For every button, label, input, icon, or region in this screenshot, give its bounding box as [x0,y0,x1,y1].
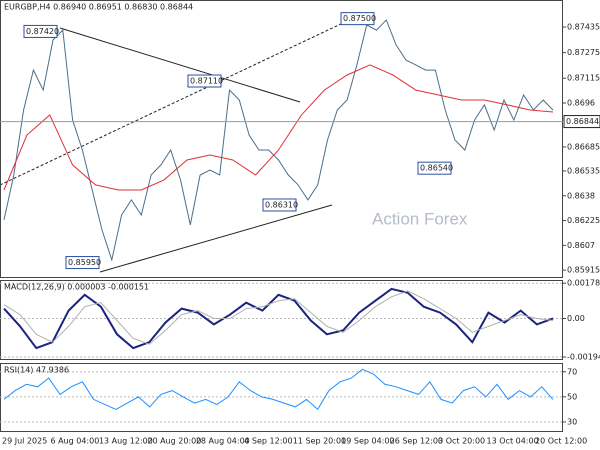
current-price-label: 0.86844 [566,117,599,126]
channel-line [0,13,363,186]
annotation-label: 0.85950 [68,258,101,267]
annotation-label: 0.87110 [190,77,223,86]
panel-frame [0,363,563,432]
y-tick-label: 0.8696 [567,99,595,108]
series-line [3,290,554,345]
x-tick-label: 13 Oct 04:00 [487,437,539,446]
x-tick-label: 3 Oct 20:00 [438,437,485,446]
y-tick-label: 0.86535 [567,166,600,175]
y-tick-label: 0.85915 [567,266,600,275]
x-tick-label: 19 Sep 04:00 [341,437,394,446]
y-tick-label: 30 [567,417,577,426]
annotation-box [187,74,222,88]
y-tick-label: 0.001787 [567,279,600,288]
panel-frame [0,0,563,278]
x-tick-label: 28 Aug 04:00 [196,437,250,446]
y-tick-label: 0.87115 [567,74,600,83]
panel-title: MACD(12,26,9) 0.000003 -0.000151 [4,283,149,292]
annotation-label: 0.86310 [265,200,298,209]
annotation-label: 0.87500 [343,14,376,23]
y-tick-label: 70 [567,367,577,376]
series-line [3,19,554,262]
annotation-box [417,161,452,175]
trend-line [59,27,301,103]
annotation-box [340,12,375,26]
y-tick-label: 0.8638 [567,191,595,200]
y-tick-label: 0.87275 [567,48,600,57]
series-line [3,64,554,191]
y-tick-label: 0.00 [567,314,585,323]
y-tick-label: 0.86225 [567,216,600,225]
panel-title: EURGBP,H4 0.86940 0.86951 0.86830 0.8684… [4,3,193,12]
annotation-box [65,256,100,270]
x-tick-label: 20 Oct 12:00 [535,437,587,446]
x-tick-label: 20 Aug 20:00 [147,437,201,446]
y-tick-label: 50 [567,392,577,401]
x-tick-label: 4 Sep 12:00 [244,437,292,446]
x-tick-label: 26 Sep 12:00 [390,437,443,446]
x-tick-label: 6 Aug 04:00 [50,437,99,446]
series-line [3,287,554,350]
x-tick-label: 29 Jul 2025 [2,437,47,446]
annotation-label: 0.86540 [420,164,453,173]
annotation-box [23,24,58,38]
annotation-label: 0.87420 [26,27,59,36]
trend-line [99,204,333,273]
price-box [563,115,600,129]
y-tick-label: -0.001948 [567,352,600,361]
panel-frame [0,280,563,360]
panel-title: RSI(14) 47.9386 [4,366,69,375]
x-tick-label: 13 Aug 12:00 [99,437,153,446]
y-tick-label: 0.87435 [567,23,600,32]
y-tick-label: 0.86685 [567,142,600,151]
annotation-box [262,198,297,212]
y-tick-label: 0.8607 [567,241,595,250]
x-tick-label: 11 Sep 20:00 [293,437,346,446]
series-line [3,368,554,411]
watermark: Action Forex [372,209,468,228]
